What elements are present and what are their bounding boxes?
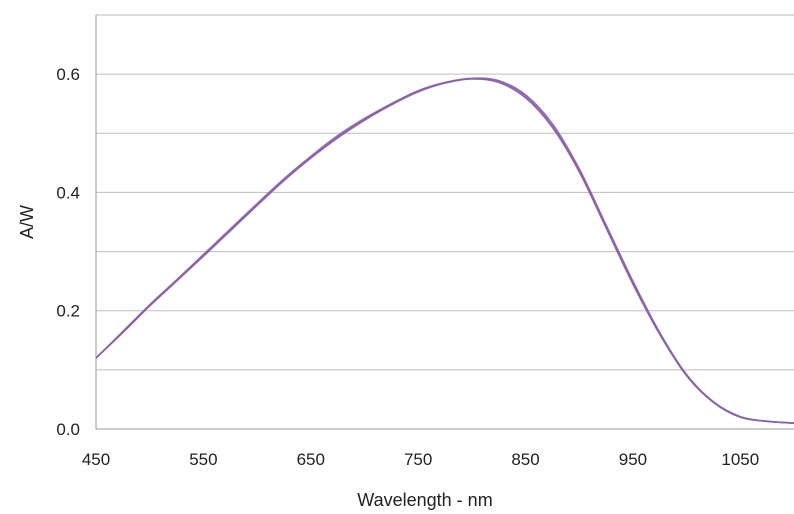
series-layer <box>95 77 794 424</box>
grid-lines <box>96 14 794 430</box>
series-line-2 <box>95 77 794 424</box>
y-axis-title: A/W <box>17 205 37 239</box>
y-tick-label: 0.0 <box>56 420 80 439</box>
x-tick-label: 450 <box>82 450 110 469</box>
series-line-3 <box>95 78 794 424</box>
y-tick-labels: 0.0 0.2 0.4 0.6 <box>56 65 80 439</box>
x-tick-label: 550 <box>189 450 217 469</box>
x-tick-label: 1050 <box>721 450 759 469</box>
x-tick-label: 650 <box>297 450 325 469</box>
x-tick-label: 750 <box>404 450 432 469</box>
x-tick-label: 850 <box>511 450 539 469</box>
y-tick-label: 0.6 <box>56 65 80 84</box>
y-tick-label: 0.2 <box>56 302 80 321</box>
y-tick-label: 0.4 <box>56 183 80 202</box>
x-tick-labels: 450 550 650 750 850 950 1050 <box>82 450 759 469</box>
x-tick-label: 950 <box>619 450 647 469</box>
x-axis-title: Wavelength - nm <box>357 490 492 510</box>
series-line-1 <box>95 78 794 424</box>
